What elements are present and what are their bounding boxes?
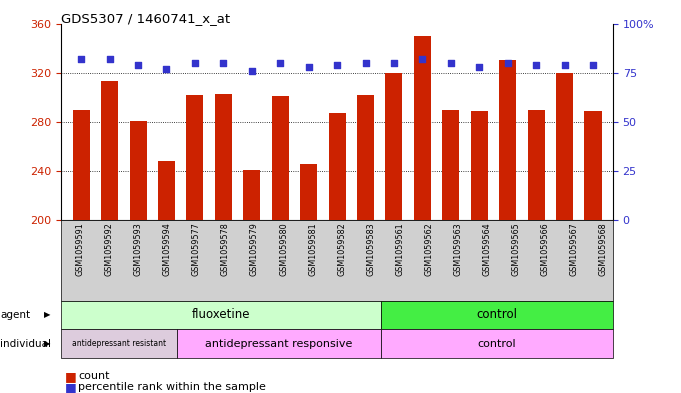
Text: ▶: ▶: [44, 310, 51, 320]
Text: antidepressant resistant: antidepressant resistant: [72, 339, 166, 348]
Text: GSM1059565: GSM1059565: [511, 222, 520, 276]
Bar: [215, 94, 232, 220]
Point: [474, 64, 485, 70]
Bar: [129, 121, 146, 220]
Point: [104, 56, 115, 62]
Text: agent: agent: [0, 310, 30, 320]
Point: [303, 64, 314, 70]
Bar: [73, 110, 90, 220]
Text: GSM1059594: GSM1059594: [163, 222, 172, 276]
Text: GSM1059580: GSM1059580: [279, 222, 288, 275]
Point: [133, 62, 144, 68]
Text: GSM1059591: GSM1059591: [76, 222, 85, 276]
Text: count: count: [78, 371, 110, 382]
Text: GSM1059561: GSM1059561: [395, 222, 404, 275]
Point: [218, 60, 229, 66]
Text: antidepressant responsive: antidepressant responsive: [206, 339, 353, 349]
Point: [76, 56, 86, 62]
Text: GSM1059567: GSM1059567: [569, 222, 578, 276]
Text: GSM1059563: GSM1059563: [454, 222, 462, 275]
Point: [417, 56, 428, 62]
Bar: [357, 95, 374, 220]
Bar: [556, 73, 573, 220]
Text: GSM1059562: GSM1059562: [424, 222, 433, 276]
Bar: [243, 170, 260, 220]
Point: [389, 60, 400, 66]
Text: ■: ■: [65, 370, 76, 383]
Bar: [442, 110, 460, 220]
Bar: [414, 36, 431, 220]
Point: [332, 62, 343, 68]
Text: GSM1059581: GSM1059581: [308, 222, 317, 275]
Point: [530, 62, 541, 68]
Text: GSM1059566: GSM1059566: [540, 222, 550, 275]
Bar: [584, 111, 601, 220]
Text: GSM1059583: GSM1059583: [366, 222, 375, 275]
Text: GSM1059582: GSM1059582: [337, 222, 346, 276]
Text: individual: individual: [0, 339, 51, 349]
Point: [445, 60, 456, 66]
Text: control: control: [477, 339, 516, 349]
Bar: [328, 113, 346, 220]
Text: GSM1059592: GSM1059592: [105, 222, 114, 276]
Text: GSM1059568: GSM1059568: [599, 222, 607, 275]
Point: [503, 60, 513, 66]
Bar: [300, 163, 317, 220]
Bar: [471, 111, 488, 220]
Text: GSM1059593: GSM1059593: [134, 222, 143, 276]
Text: GSM1059564: GSM1059564: [482, 222, 491, 275]
Point: [247, 68, 257, 74]
Text: fluoxetine: fluoxetine: [192, 309, 250, 321]
Point: [274, 60, 285, 66]
Bar: [187, 95, 204, 220]
Text: ▶: ▶: [44, 339, 51, 348]
Bar: [158, 161, 175, 220]
Point: [559, 62, 570, 68]
Point: [189, 60, 200, 66]
Bar: [528, 110, 545, 220]
Point: [161, 66, 172, 72]
Bar: [499, 61, 516, 220]
Point: [588, 62, 599, 68]
Text: GSM1059577: GSM1059577: [192, 222, 201, 276]
Text: percentile rank within the sample: percentile rank within the sample: [78, 382, 266, 393]
Bar: [385, 73, 402, 220]
Point: [360, 60, 371, 66]
Text: ■: ■: [65, 381, 76, 393]
Text: GDS5307 / 1460741_x_at: GDS5307 / 1460741_x_at: [61, 12, 230, 25]
Bar: [101, 81, 118, 220]
Text: GSM1059578: GSM1059578: [221, 222, 230, 276]
Text: GSM1059579: GSM1059579: [250, 222, 259, 276]
Text: control: control: [476, 309, 518, 321]
Bar: [272, 96, 289, 220]
